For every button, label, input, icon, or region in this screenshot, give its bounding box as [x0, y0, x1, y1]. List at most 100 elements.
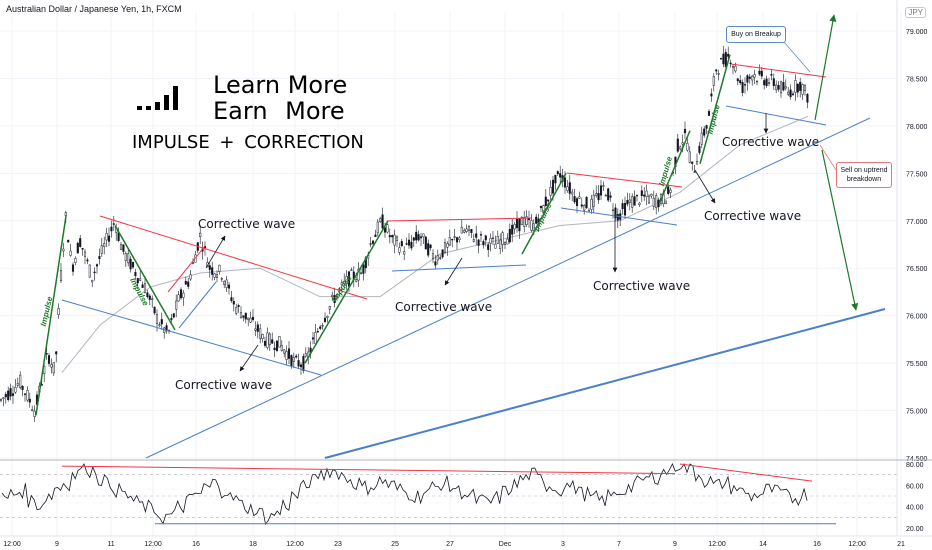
x-tick-label: 7: [617, 541, 621, 548]
candle-body: [160, 319, 163, 325]
candle-body: [331, 294, 334, 298]
candle-body: [93, 271, 96, 274]
candle-body: [643, 194, 646, 197]
impulse-line: [35, 215, 67, 416]
candle-body: [263, 340, 267, 346]
candle-body: [21, 386, 24, 390]
breakout-arrow: [814, 14, 837, 121]
candle-body: [374, 234, 377, 238]
x-tick-label: 25: [391, 541, 399, 548]
candle-body: [705, 125, 708, 129]
candle-body: [31, 409, 34, 412]
candle-body: [278, 336, 281, 348]
candle-body: [129, 258, 132, 270]
candle-body: [158, 324, 161, 327]
candle-body: [623, 203, 627, 216]
candle-body: [230, 297, 233, 301]
candle-body: [693, 171, 696, 173]
y-tick-label: 76.500: [906, 266, 928, 273]
candle-body: [523, 217, 526, 227]
candle-body: [743, 84, 747, 86]
candle-body: [283, 349, 286, 354]
candle-body: [124, 253, 127, 261]
projected-support-line: [324, 308, 886, 459]
corrective-arrow: [205, 235, 226, 269]
candle-body: [655, 195, 658, 209]
candle-body: [148, 295, 151, 300]
gridlines: [0, 12, 902, 536]
candle-body: [172, 313, 175, 318]
candle-body: [719, 58, 723, 60]
candle-body: [441, 249, 444, 258]
candle-body: [328, 306, 331, 310]
candle-body: [688, 151, 691, 163]
candle-body: [285, 351, 288, 360]
candle-body: [235, 307, 238, 314]
candle-body: [266, 332, 269, 348]
candle-body: [112, 223, 115, 225]
candle-body: [170, 318, 173, 320]
candle-body: [753, 74, 756, 78]
candle-body: [335, 294, 339, 299]
candle-body: [55, 351, 58, 355]
candle-body: [801, 84, 804, 95]
candle-body: [563, 177, 567, 188]
candle-body: [175, 300, 178, 310]
candle-body: [316, 330, 319, 333]
candle-body: [239, 312, 243, 319]
candle-body: [26, 390, 29, 401]
candle-body: [503, 242, 507, 245]
candle-body: [647, 195, 651, 204]
candle-body: [381, 214, 384, 229]
corrective-label: Corrective wave: [704, 209, 801, 223]
candle-body: [292, 357, 295, 362]
candle-body: [139, 278, 142, 281]
candle-body: [215, 274, 219, 278]
candle-body: [163, 327, 166, 333]
candle-body: [508, 229, 511, 243]
candle-body: [794, 80, 797, 93]
candle-body: [343, 280, 346, 285]
candle-body: [542, 205, 545, 213]
candle-body: [448, 237, 451, 246]
candle-body: [345, 276, 348, 284]
uptrend-line: [145, 117, 871, 459]
candle-body: [280, 345, 283, 351]
currency-badge[interactable]: JPY: [905, 7, 926, 18]
candle-body: [33, 410, 36, 417]
candle-body: [11, 393, 15, 396]
candle-body: [710, 93, 713, 97]
candle-body: [290, 355, 293, 367]
candle-body: [501, 232, 504, 245]
candle-body: [249, 317, 252, 323]
candle-body: [724, 52, 727, 67]
candle-body: [14, 387, 17, 393]
x-tick-label: 18: [249, 541, 257, 548]
candle-body: [669, 189, 672, 193]
candles: [0, 46, 809, 423]
candle-body: [515, 218, 519, 229]
candle-body: [717, 73, 720, 75]
y-tick-label: 76.000: [906, 314, 928, 321]
candle-body: [631, 196, 634, 208]
candle-body: [727, 53, 730, 57]
candle-body: [451, 238, 454, 241]
candle-body: [100, 245, 103, 254]
candle-body: [223, 280, 226, 285]
candle-body: [463, 230, 466, 233]
x-tick-label: 27: [446, 541, 454, 548]
y-tick-label: 78.000: [906, 124, 928, 131]
candle-body: [326, 315, 329, 318]
candle-body: [599, 185, 603, 196]
candle-body: [187, 281, 190, 287]
candle-body: [119, 244, 123, 250]
candle-body: [532, 223, 535, 231]
candle-body: [765, 78, 768, 86]
candle-body: [371, 240, 375, 244]
resistance-line: [730, 63, 827, 78]
candle-body: [19, 374, 22, 388]
candle-body: [386, 224, 389, 233]
candle-body: [518, 218, 521, 232]
x-tick-label: 12:00: [708, 541, 726, 548]
candle-body: [585, 196, 588, 208]
